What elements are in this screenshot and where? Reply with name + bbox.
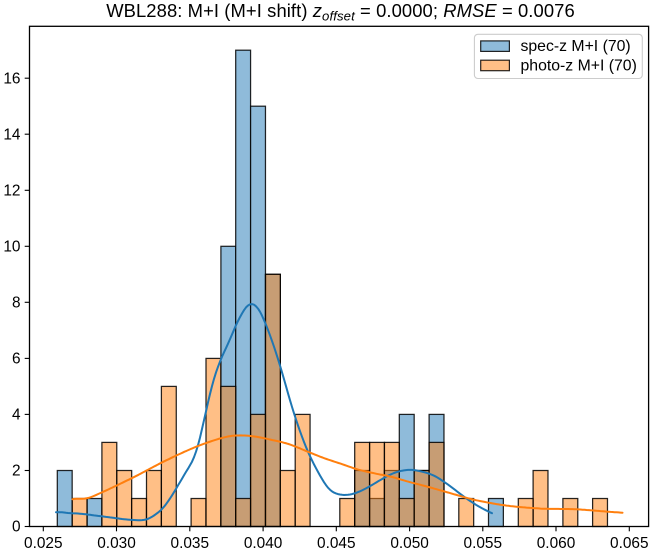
svg-text:6: 6: [12, 351, 21, 368]
svg-text:WBL288: M+I (M+I shift) zoffse: WBL288: M+I (M+I shift) zoffset = 0.0000…: [106, 0, 575, 24]
svg-text:10: 10: [3, 239, 20, 256]
svg-text:0.035: 0.035: [171, 535, 210, 552]
svg-text:0.060: 0.060: [537, 535, 576, 552]
svg-text:0.025: 0.025: [24, 535, 63, 552]
svg-text:0: 0: [12, 519, 21, 536]
svg-text:8: 8: [12, 295, 21, 312]
svg-text:0.045: 0.045: [317, 535, 356, 552]
svg-text:spec-z M+I (70): spec-z M+I (70): [521, 38, 631, 55]
svg-text:2: 2: [12, 463, 21, 480]
svg-text:0.065: 0.065: [610, 535, 649, 552]
svg-text:0.030: 0.030: [97, 535, 136, 552]
svg-text:14: 14: [3, 126, 21, 143]
svg-text:0.055: 0.055: [464, 535, 503, 552]
svg-text:12: 12: [3, 183, 20, 200]
svg-text:0.050: 0.050: [390, 535, 429, 552]
svg-text:16: 16: [3, 70, 20, 87]
svg-text:0.040: 0.040: [244, 535, 283, 552]
svg-text:4: 4: [12, 407, 21, 424]
svg-text:photo-z M+I (70): photo-z M+I (70): [521, 57, 637, 74]
